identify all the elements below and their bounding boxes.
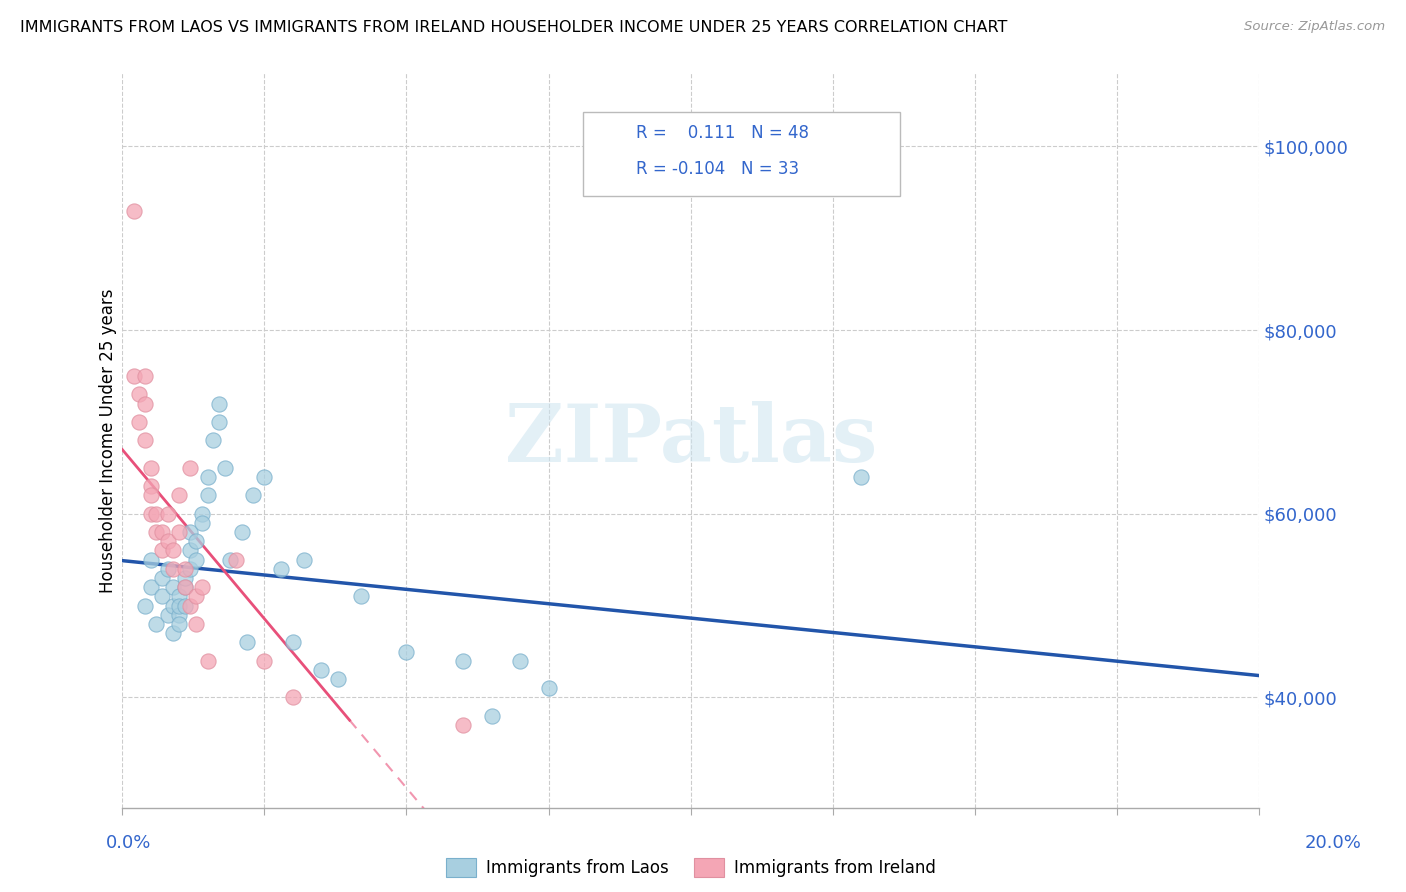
Point bbox=[134, 599, 156, 613]
Point bbox=[139, 488, 162, 502]
Point bbox=[179, 525, 201, 540]
Point bbox=[128, 387, 150, 401]
Point bbox=[191, 507, 214, 521]
Point bbox=[236, 635, 259, 649]
Point bbox=[167, 599, 190, 613]
Point bbox=[139, 552, 162, 566]
Point bbox=[122, 369, 145, 384]
Point bbox=[186, 552, 208, 566]
Point bbox=[179, 543, 201, 558]
Point bbox=[122, 203, 145, 218]
Point bbox=[162, 562, 184, 576]
Text: ZIPatlas: ZIPatlas bbox=[505, 401, 877, 479]
Point bbox=[214, 460, 236, 475]
Point bbox=[162, 599, 184, 613]
Point bbox=[173, 580, 195, 594]
Point bbox=[156, 607, 179, 622]
Point bbox=[173, 571, 195, 585]
Point bbox=[851, 470, 873, 484]
Point bbox=[242, 488, 264, 502]
Point bbox=[167, 488, 190, 502]
Point bbox=[145, 525, 167, 540]
Point bbox=[139, 479, 162, 493]
Point bbox=[197, 470, 219, 484]
Point bbox=[167, 607, 190, 622]
Point bbox=[179, 460, 201, 475]
Point bbox=[145, 617, 167, 632]
Point bbox=[197, 488, 219, 502]
Point bbox=[231, 525, 253, 540]
Point bbox=[134, 369, 156, 384]
Text: Source: ZipAtlas.com: Source: ZipAtlas.com bbox=[1244, 20, 1385, 33]
Point bbox=[350, 590, 373, 604]
Point bbox=[156, 534, 179, 549]
Point bbox=[292, 552, 315, 566]
Point bbox=[150, 543, 173, 558]
Point bbox=[225, 552, 247, 566]
Point bbox=[309, 663, 332, 677]
Point bbox=[173, 562, 195, 576]
Point bbox=[162, 580, 184, 594]
Text: 0.0%: 0.0% bbox=[105, 834, 150, 852]
Point bbox=[156, 507, 179, 521]
Point bbox=[186, 617, 208, 632]
Text: R =    0.111   N = 48: R = 0.111 N = 48 bbox=[636, 124, 808, 142]
Point bbox=[145, 507, 167, 521]
Point bbox=[150, 525, 173, 540]
Point bbox=[139, 460, 162, 475]
Text: R = -0.104   N = 33: R = -0.104 N = 33 bbox=[636, 160, 799, 178]
Point bbox=[253, 470, 276, 484]
Point bbox=[191, 580, 214, 594]
Point bbox=[162, 543, 184, 558]
Point bbox=[128, 415, 150, 429]
Point bbox=[173, 580, 195, 594]
Point bbox=[162, 626, 184, 640]
Point bbox=[509, 654, 531, 668]
Point bbox=[179, 599, 201, 613]
Point bbox=[139, 507, 162, 521]
Point bbox=[134, 396, 156, 410]
Point bbox=[328, 672, 350, 686]
Point bbox=[270, 562, 292, 576]
Y-axis label: Householder Income Under 25 years: Householder Income Under 25 years bbox=[100, 288, 117, 592]
Point bbox=[186, 590, 208, 604]
Point bbox=[481, 708, 503, 723]
Point bbox=[167, 617, 190, 632]
Point bbox=[197, 654, 219, 668]
Point bbox=[139, 580, 162, 594]
Point bbox=[453, 718, 475, 732]
Point bbox=[208, 396, 231, 410]
Point bbox=[395, 644, 418, 658]
Point bbox=[179, 562, 201, 576]
Point bbox=[202, 434, 225, 448]
Point bbox=[453, 654, 475, 668]
Point bbox=[156, 562, 179, 576]
Point bbox=[191, 516, 214, 530]
Point bbox=[167, 525, 190, 540]
Point bbox=[281, 690, 304, 705]
Legend: Immigrants from Laos, Immigrants from Ireland: Immigrants from Laos, Immigrants from Ir… bbox=[439, 851, 942, 884]
Point bbox=[167, 590, 190, 604]
Point bbox=[150, 590, 173, 604]
Text: IMMIGRANTS FROM LAOS VS IMMIGRANTS FROM IRELAND HOUSEHOLDER INCOME UNDER 25 YEAR: IMMIGRANTS FROM LAOS VS IMMIGRANTS FROM … bbox=[20, 20, 1007, 35]
Point bbox=[208, 415, 231, 429]
Point bbox=[537, 681, 560, 696]
Point bbox=[134, 434, 156, 448]
Point bbox=[253, 654, 276, 668]
Point bbox=[186, 534, 208, 549]
Point bbox=[173, 599, 195, 613]
Point bbox=[150, 571, 173, 585]
Text: 20.0%: 20.0% bbox=[1305, 834, 1361, 852]
Point bbox=[219, 552, 242, 566]
Point bbox=[281, 635, 304, 649]
